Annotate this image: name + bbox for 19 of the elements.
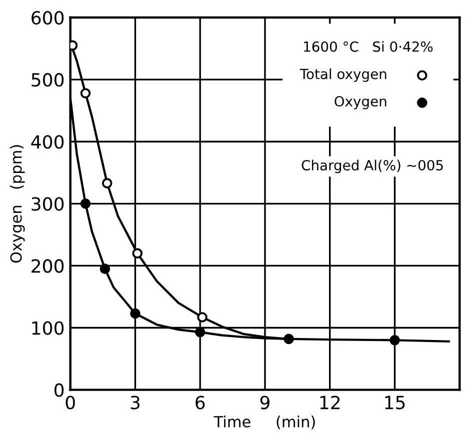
annotation: Charged Al(%) ~005 bbox=[302, 160, 443, 174]
y-tick-label: 600 bbox=[32, 10, 64, 25]
y-tick-label: 500 bbox=[32, 73, 64, 87]
y-tick-label: 100 bbox=[32, 321, 64, 335]
x-tick-label: 12 bbox=[320, 396, 340, 410]
y-tick-label: 300 bbox=[32, 197, 64, 211]
legend-label: Oxygen bbox=[334, 96, 386, 110]
y-tick-label: 400 bbox=[31, 135, 64, 149]
y-tick-label: 200 bbox=[32, 259, 64, 273]
x-tick-label: 9 bbox=[260, 396, 270, 410]
legend-title: 1600 °C Si 0·42% bbox=[304, 41, 433, 52]
x-tick-label: 15 bbox=[385, 396, 405, 410]
legend-label: Total oxygen bbox=[300, 68, 386, 82]
x-tick-label: 3 bbox=[130, 396, 140, 410]
y-axis-title: Oxygen (ppm) bbox=[10, 145, 25, 263]
y-tick-label: 0 bbox=[54, 383, 64, 397]
x-tick-label: 0 bbox=[66, 396, 75, 410]
x-axis-title: Time (min) bbox=[214, 416, 315, 430]
x-tick-label: 6 bbox=[196, 396, 205, 410]
